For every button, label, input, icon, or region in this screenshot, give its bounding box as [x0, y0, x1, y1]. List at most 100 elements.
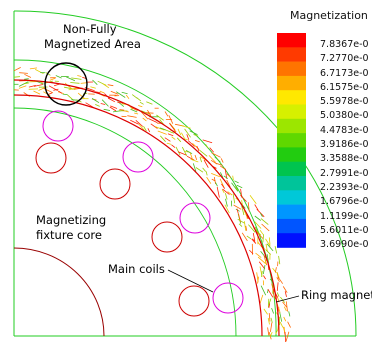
field-arrow — [24, 73, 32, 78]
field-arrow — [269, 331, 273, 337]
field-arrow — [121, 91, 128, 95]
field-arrow — [252, 233, 256, 242]
field-arrow — [199, 156, 202, 163]
field-arrow — [268, 303, 271, 309]
field-arrow — [244, 221, 247, 231]
non-fully-label-line2: Magnetized Area — [44, 37, 141, 51]
field-arrow — [254, 221, 262, 229]
field-arrow — [247, 202, 250, 212]
field-arrow — [236, 208, 239, 214]
coil-red — [151, 221, 183, 253]
field-arrow — [227, 191, 233, 196]
field-arrow — [107, 97, 116, 103]
field-arrow — [270, 317, 273, 323]
field-arrow — [146, 101, 153, 105]
field-arrow — [19, 72, 28, 74]
field-arrow — [251, 238, 257, 244]
legend-swatch — [277, 133, 306, 148]
field-arrow — [225, 192, 228, 200]
field-arrow — [99, 90, 105, 94]
field-arrow — [80, 82, 88, 84]
field-arrow — [215, 162, 223, 166]
field-arrow — [278, 255, 281, 265]
field-arrow — [18, 85, 27, 89]
field-arrow — [268, 331, 272, 340]
field-arrow — [53, 88, 59, 91]
field-arrow — [287, 321, 291, 328]
field-arrow — [187, 140, 195, 147]
legend-swatch — [277, 147, 306, 162]
field-arrow — [164, 137, 171, 142]
field-arrow — [263, 275, 267, 280]
field-arrow — [232, 193, 236, 204]
field-arrow — [136, 97, 142, 102]
field-arrow — [211, 173, 221, 178]
field-arrow — [261, 223, 270, 232]
legend-swatch — [277, 233, 306, 248]
field-arrow — [268, 313, 271, 322]
field-arrow — [92, 79, 98, 85]
field-arrow — [285, 331, 290, 342]
field-arrow — [275, 267, 277, 273]
field-arrow — [262, 265, 266, 275]
field-arrow — [208, 155, 216, 163]
field-arrow — [168, 115, 174, 124]
field-arrow — [110, 90, 119, 95]
field-arrow — [260, 218, 269, 225]
legend-value: 4.4783e-0 — [320, 124, 369, 136]
field-arrow — [263, 308, 268, 315]
field-arrow — [100, 103, 106, 105]
field-arrow — [195, 167, 204, 173]
legend-swatch — [277, 75, 306, 91]
legend-value: 1.1199e-0 — [320, 210, 369, 222]
field-arrow — [160, 135, 166, 142]
field-arrow — [139, 101, 144, 105]
field-arrow — [150, 123, 158, 129]
field-arrow — [282, 286, 288, 293]
field-arrow — [223, 175, 229, 179]
field-arrow — [276, 277, 280, 282]
field-arrow — [202, 167, 207, 172]
legend-value: 2.2393e-0 — [320, 181, 369, 193]
legend-swatch — [277, 118, 306, 134]
legend-swatch — [277, 90, 306, 105]
legend-swatch — [277, 47, 306, 62]
fixture-core-arc — [13, 247, 105, 337]
field-arrow — [256, 231, 264, 240]
field-arrow — [103, 108, 111, 111]
legend-value: 6.7173e-0 — [320, 67, 369, 79]
field-arrow — [205, 171, 208, 176]
field-arrow — [261, 270, 263, 278]
field-arrow — [246, 235, 252, 240]
field-arrow — [134, 112, 139, 115]
field-arrow — [159, 127, 166, 131]
field-arrow — [283, 316, 287, 322]
field-arrow — [246, 214, 249, 220]
field-arrow — [140, 111, 149, 120]
field-arrow — [284, 291, 287, 297]
legend-value: 7.2770e-0 — [320, 53, 369, 65]
field-arrow — [186, 155, 195, 161]
field-arrow — [24, 78, 29, 80]
field-arrow — [283, 326, 286, 335]
field-arrow — [257, 256, 266, 264]
field-arrow — [164, 111, 169, 117]
field-arrow — [271, 307, 274, 314]
legend-value: 1.6796e-0 — [320, 196, 369, 208]
field-arrow — [177, 128, 182, 136]
field-arrow — [237, 218, 245, 224]
legend-value: 7.8367e-0 — [320, 39, 369, 50]
field-arrow — [175, 146, 181, 156]
field-arrow — [236, 184, 243, 189]
field-arrow — [279, 321, 284, 328]
field-arrow — [199, 149, 208, 157]
field-arrow — [241, 232, 248, 242]
non-fully-magnetized-marker — [44, 62, 88, 106]
field-arrow — [110, 105, 118, 109]
field-arrow — [262, 234, 264, 243]
field-arrow — [145, 112, 154, 114]
field-arrow — [224, 204, 230, 214]
field-arrow — [97, 80, 107, 86]
field-arrow — [66, 76, 76, 82]
field-arrow — [241, 205, 245, 216]
